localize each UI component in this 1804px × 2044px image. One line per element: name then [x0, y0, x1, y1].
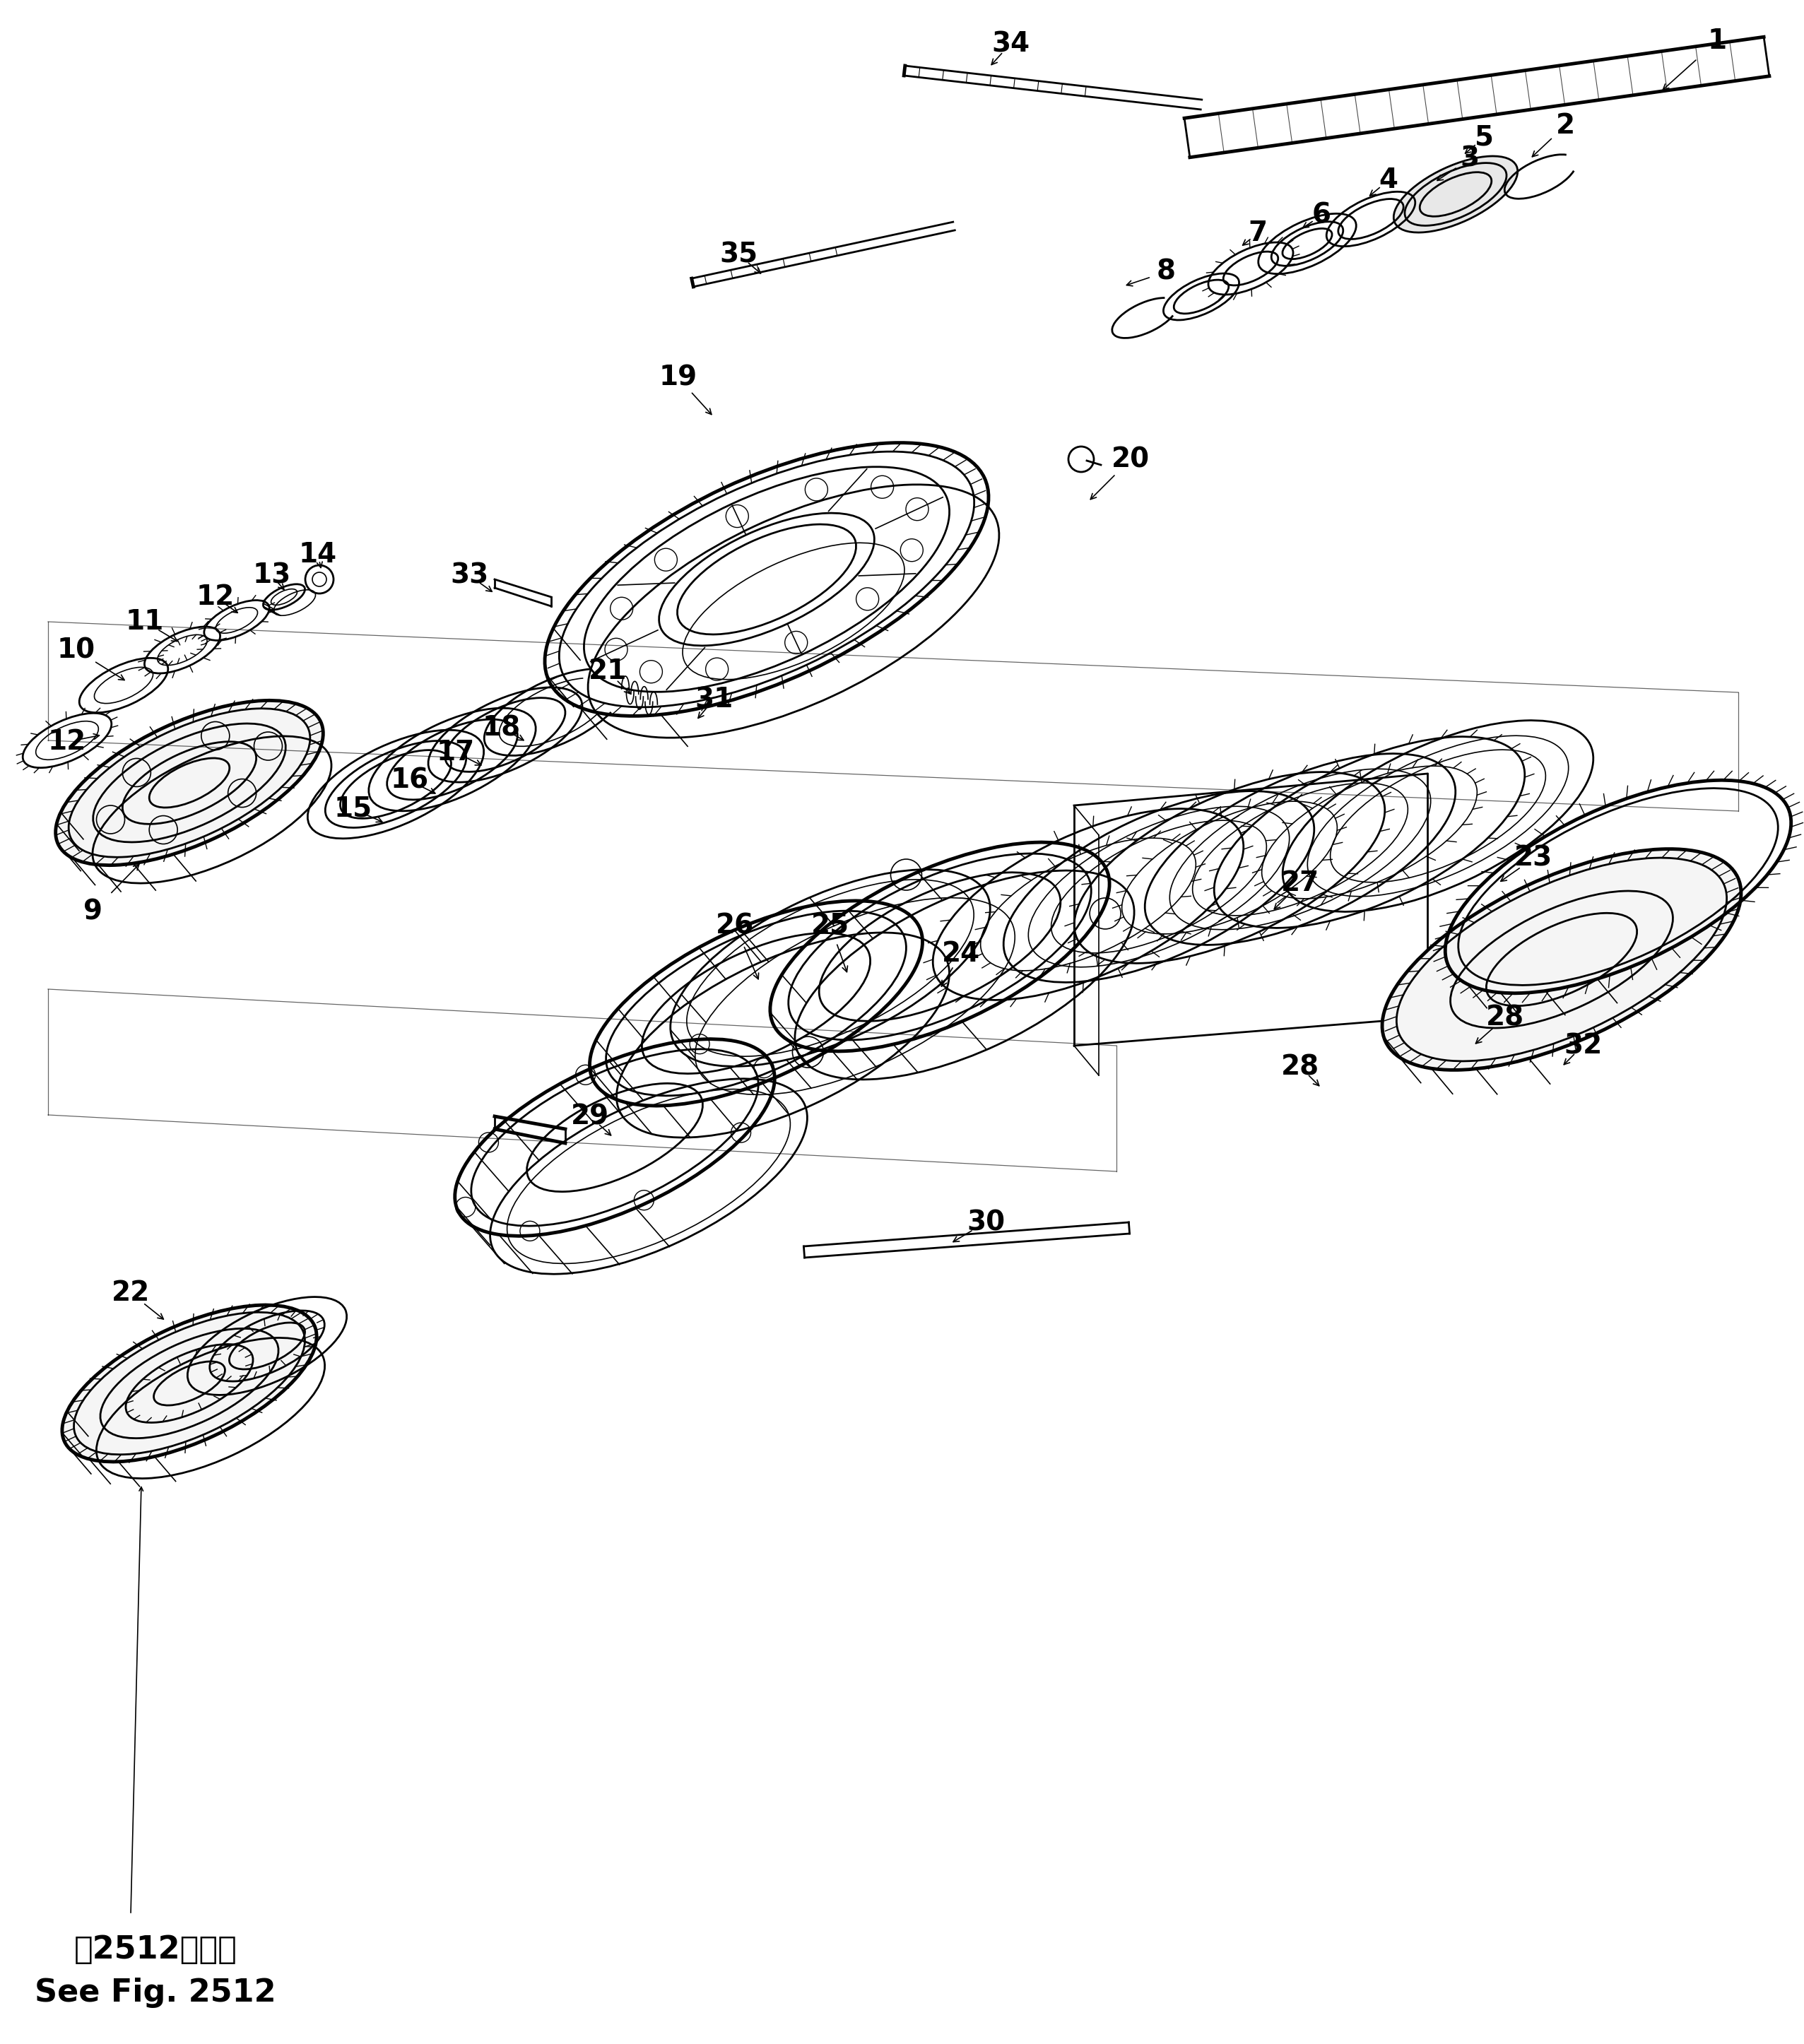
Text: 28: 28: [1281, 1053, 1319, 1081]
Text: 19: 19: [658, 364, 698, 390]
Text: 3: 3: [1459, 145, 1479, 172]
Text: 14: 14: [299, 542, 337, 568]
Ellipse shape: [1382, 848, 1741, 1069]
Text: See Fig. 2512: See Fig. 2512: [34, 1977, 276, 2007]
Text: 28: 28: [1486, 1004, 1524, 1030]
Text: 2: 2: [1555, 112, 1575, 139]
Text: 27: 27: [1281, 871, 1319, 897]
Text: 33: 33: [451, 562, 489, 589]
Text: 10: 10: [58, 636, 96, 664]
Text: 22: 22: [112, 1280, 150, 1306]
Text: 7: 7: [1248, 221, 1268, 247]
Text: 31: 31: [695, 687, 732, 713]
Text: 20: 20: [1111, 446, 1149, 472]
Text: 23: 23: [1514, 844, 1553, 873]
Text: 15: 15: [334, 795, 372, 822]
Text: 35: 35: [720, 241, 758, 268]
Text: 9: 9: [83, 897, 103, 924]
Ellipse shape: [61, 1304, 318, 1461]
Text: 24: 24: [942, 940, 980, 967]
Text: 12: 12: [49, 728, 87, 756]
Text: 11: 11: [126, 609, 164, 636]
Text: 29: 29: [570, 1104, 610, 1130]
Text: 第2512図参照: 第2512図参照: [74, 1936, 236, 1964]
Text: 32: 32: [1564, 1032, 1602, 1059]
Text: 16: 16: [391, 766, 429, 795]
Text: 13: 13: [253, 562, 290, 589]
Text: 5: 5: [1474, 125, 1494, 151]
Text: 8: 8: [1156, 260, 1176, 286]
Text: 12: 12: [197, 585, 235, 611]
Ellipse shape: [1394, 155, 1517, 233]
Text: 26: 26: [716, 912, 754, 938]
Text: 4: 4: [1378, 168, 1398, 194]
Text: 1: 1: [1708, 27, 1726, 55]
Text: 34: 34: [992, 31, 1030, 57]
Text: 25: 25: [812, 912, 850, 938]
Text: 17: 17: [437, 740, 474, 766]
Text: 6: 6: [1312, 202, 1331, 229]
Text: 21: 21: [588, 658, 626, 685]
Text: 30: 30: [967, 1208, 1005, 1237]
Text: 18: 18: [483, 713, 521, 742]
Ellipse shape: [56, 701, 323, 865]
